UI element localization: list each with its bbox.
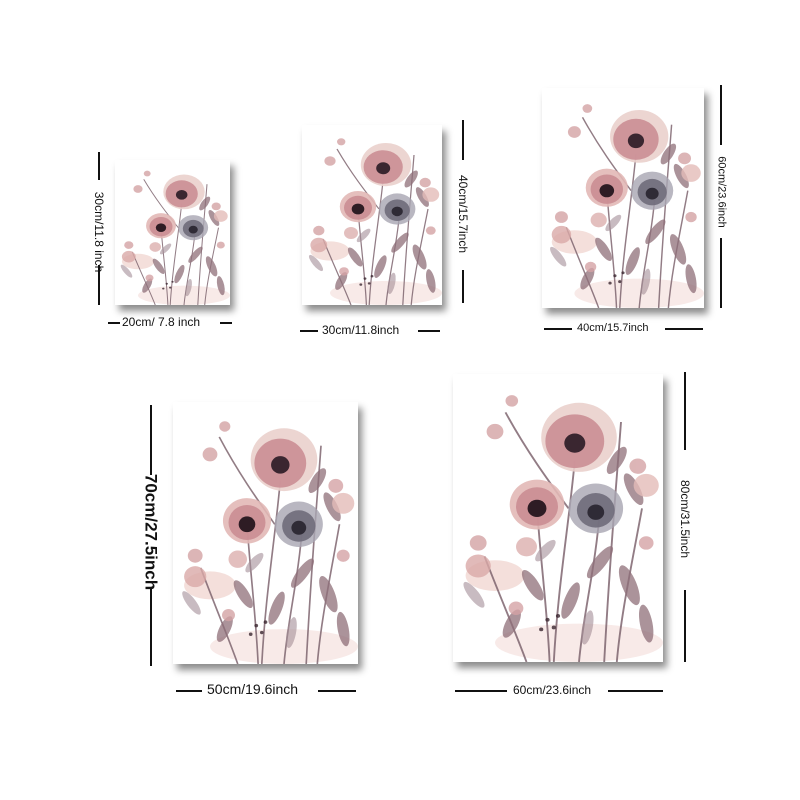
height-measure-line — [720, 238, 722, 308]
width-label: 40cm/15.7inch — [577, 322, 649, 334]
width-measure-line — [455, 690, 507, 692]
height-measure-line — [462, 270, 464, 303]
floral-artwork — [542, 88, 704, 308]
height-label: 30cm/11.8 inch — [92, 191, 106, 273]
height-label: 80cm/31.5inch — [678, 479, 692, 559]
height-measure-line — [98, 265, 100, 305]
width-measure-line — [318, 690, 356, 692]
floral-artwork — [302, 125, 442, 305]
width-label: 20cm/ 7.8 inch — [122, 315, 201, 329]
width-label: 60cm/23.6inch — [513, 683, 592, 697]
height-label: 70cm/27.5inch — [141, 473, 161, 591]
height-measure-line — [720, 85, 722, 145]
height-label: 60cm/23.6inch — [715, 156, 728, 228]
width-label: 30cm/11.8inch — [322, 323, 400, 337]
height-measure-line — [150, 588, 152, 666]
width-measure-line — [176, 690, 202, 692]
width-label: 50cm/19.6inch — [207, 681, 299, 697]
canvas-print-small — [115, 160, 230, 305]
height-measure-line — [684, 590, 686, 662]
canvas-print-xlarge — [173, 402, 358, 664]
width-measure-line — [665, 328, 703, 330]
canvas-print-xxlarge — [453, 374, 663, 662]
height-label: 40cm/15.7inch — [456, 174, 470, 254]
width-measure-line — [608, 690, 663, 692]
width-measure-line — [220, 322, 232, 324]
height-measure-line — [150, 405, 152, 475]
width-measure-line — [544, 328, 572, 330]
width-measure-line — [300, 330, 318, 332]
width-measure-line — [108, 322, 120, 324]
height-measure-line — [98, 152, 100, 180]
height-measure-line — [462, 120, 464, 160]
height-measure-line — [684, 372, 686, 450]
floral-artwork — [115, 160, 230, 305]
width-measure-line — [418, 330, 440, 332]
canvas-print-large — [542, 88, 704, 308]
floral-artwork — [453, 374, 663, 662]
canvas-print-medium — [302, 125, 442, 305]
floral-artwork — [173, 402, 358, 664]
